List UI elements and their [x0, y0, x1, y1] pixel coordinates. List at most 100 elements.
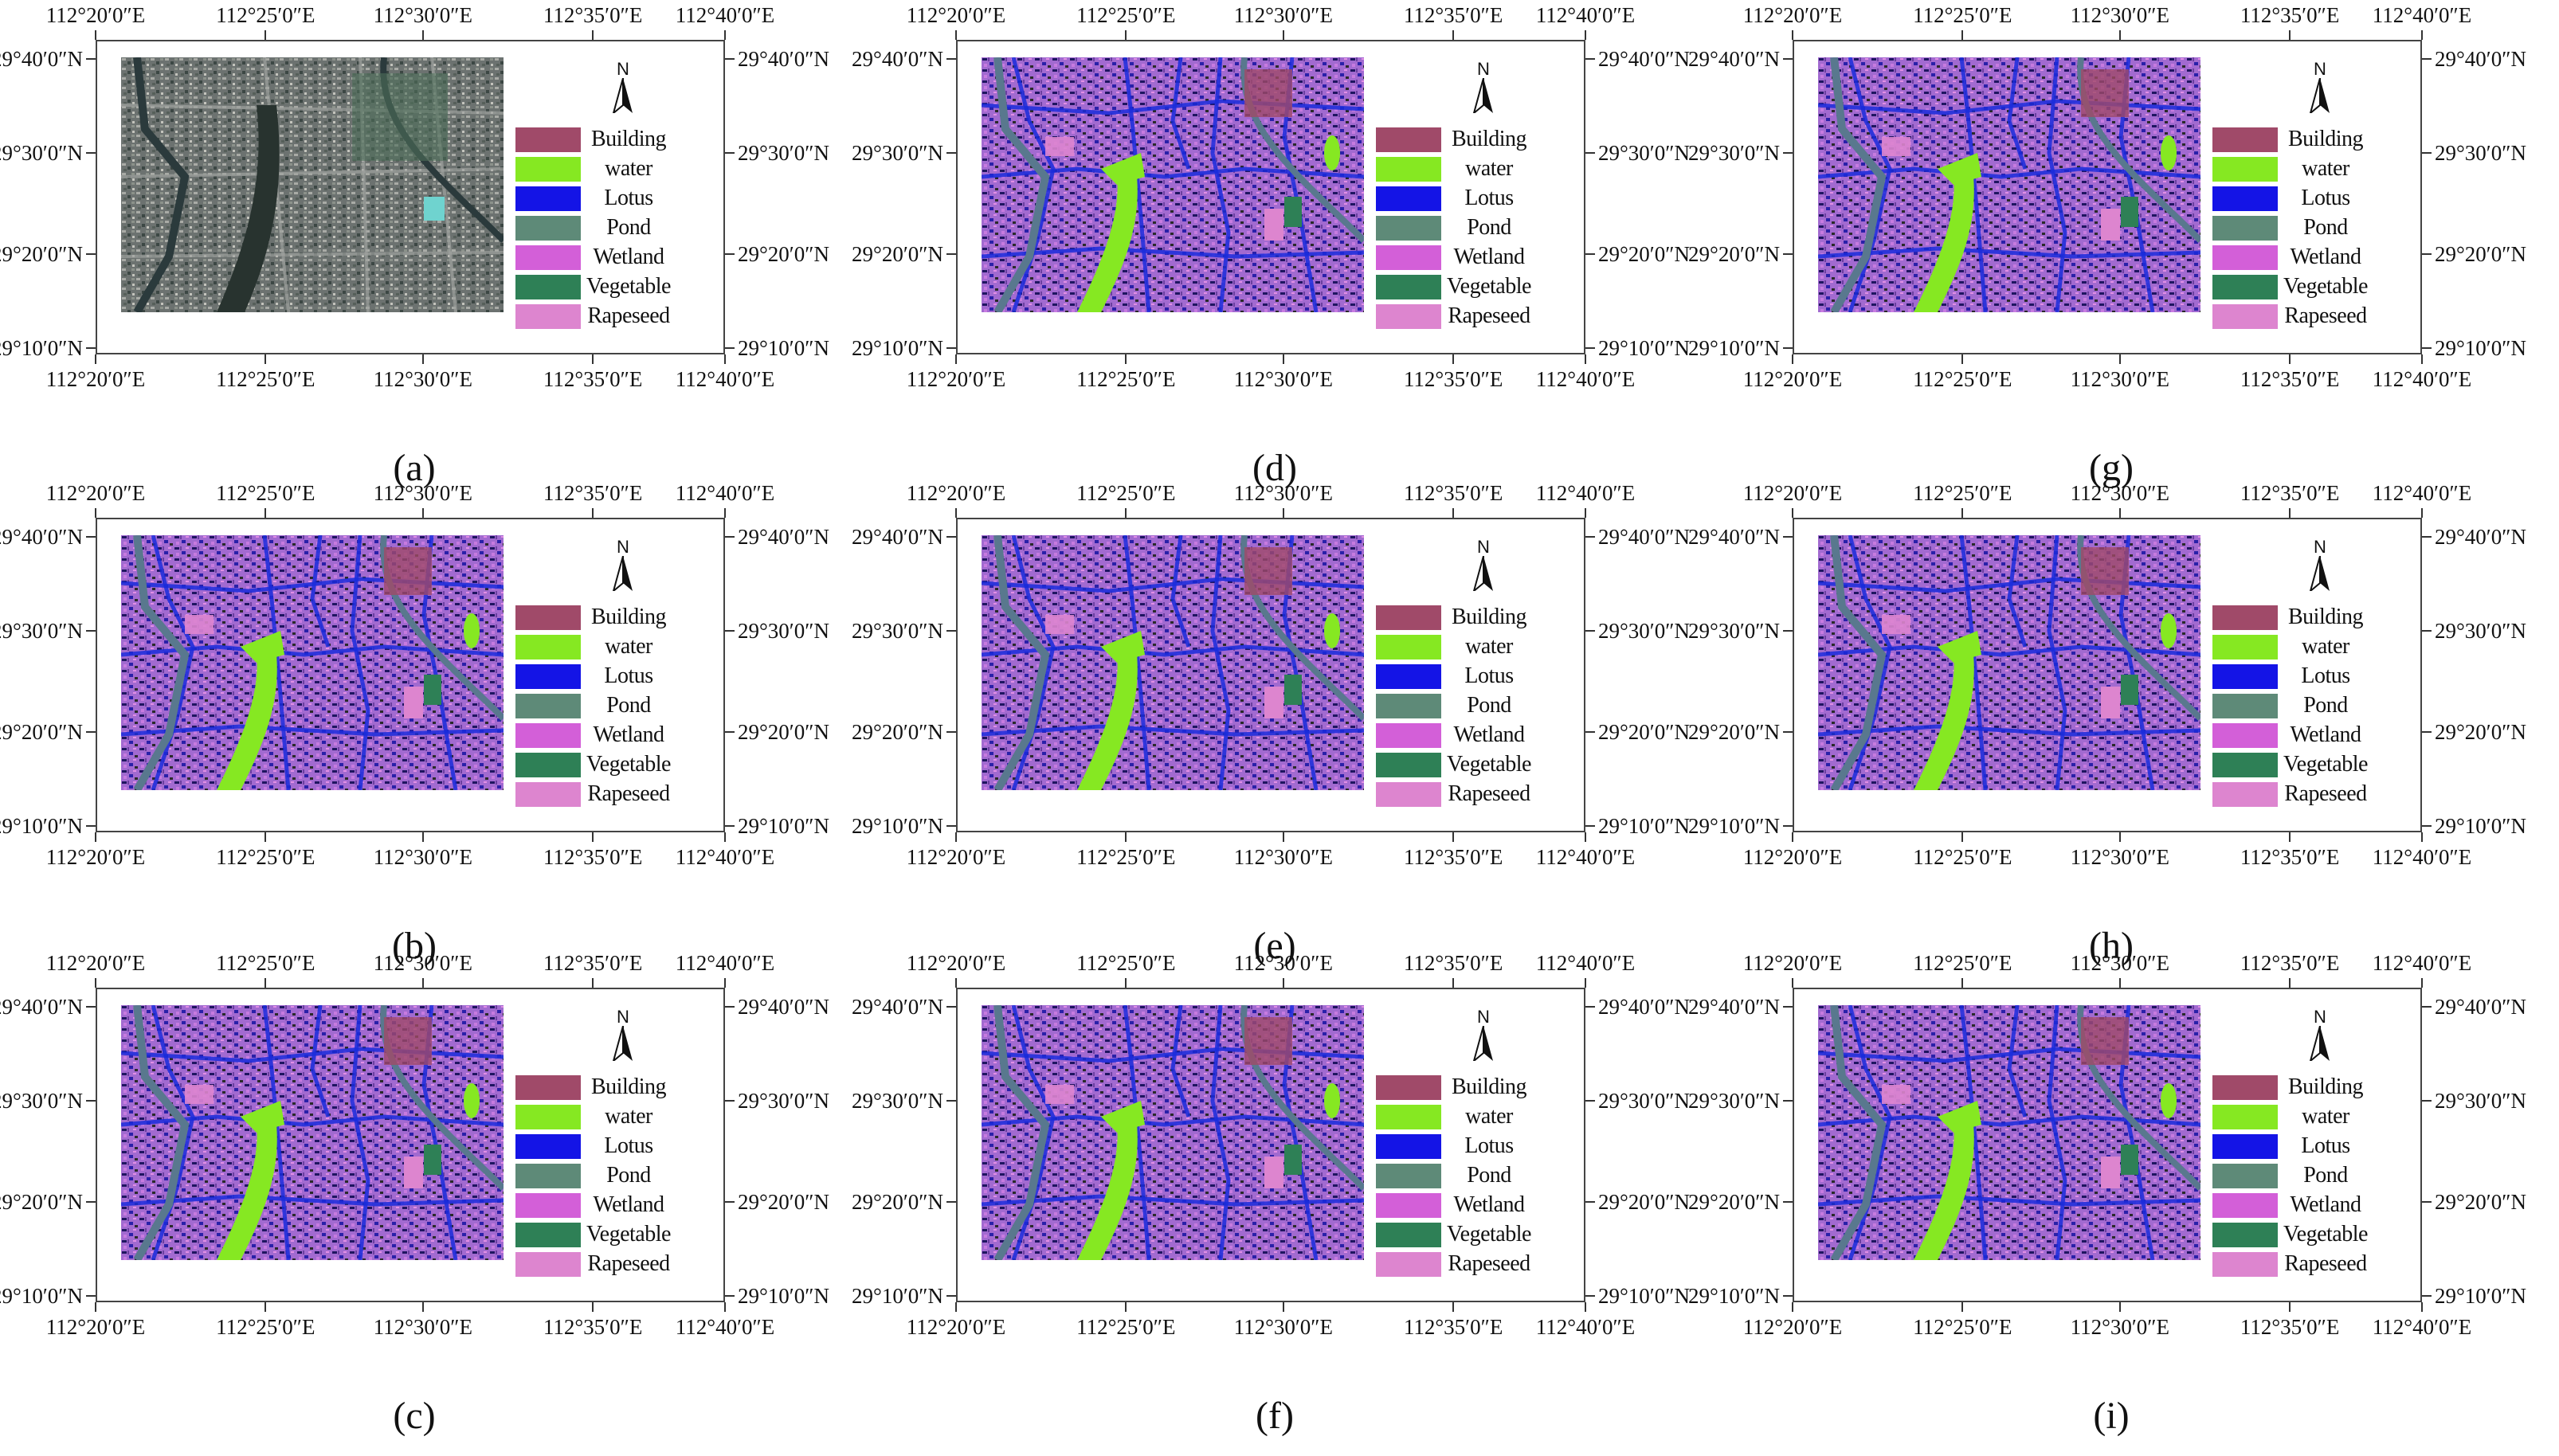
latitude-tick	[725, 57, 735, 60]
latitude-label: 29°30′0″N	[1598, 1089, 1690, 1114]
classified-raster	[1818, 57, 2200, 312]
longitude-label: 112°25′0″E	[1913, 1315, 2012, 1339]
latitude-tick	[1585, 252, 1595, 255]
legend-swatch	[515, 127, 581, 152]
latitude-tick	[86, 825, 96, 828]
legend-swatch	[2212, 1252, 2278, 1277]
legend-swatch	[1376, 1134, 1441, 1159]
longitude-label: 112°30′0″E	[2070, 1315, 2170, 1339]
latitude-tick	[2422, 630, 2432, 632]
latitude-label: 29°10′0″N	[1598, 1284, 1690, 1309]
latitude-tick	[946, 535, 956, 538]
legend: Building water Lotus Pond Wetland Vegetable Ra…	[1376, 1073, 1535, 1279]
north-arrow-icon	[2309, 1026, 2330, 1061]
longitude-tick	[724, 354, 726, 364]
classification-map	[1818, 535, 2200, 790]
map-panel: 112°20′0″E 112°20′0″E 112°25′0″E 112°25′0″E…	[1688, 3, 2526, 494]
longitude-tick	[1282, 1302, 1284, 1312]
legend-label: Building	[1451, 127, 1527, 151]
legend-label: Wetland	[593, 1192, 664, 1217]
legend-label: Rapeseed	[2284, 781, 2367, 806]
legend-label: Building	[1451, 605, 1527, 629]
legend-label: Building	[1451, 1074, 1527, 1099]
map-frame: N Building water Lotus Pond Wetland Vegetable R…	[1793, 40, 2422, 354]
legend-swatch	[1376, 304, 1441, 329]
legend-label: Vegetable	[1447, 752, 1531, 777]
latitude-label: 29°10′0″N	[0, 1284, 83, 1309]
classification-map	[982, 1005, 1364, 1260]
legend-swatch	[515, 1105, 581, 1129]
satellite-raster	[121, 57, 504, 312]
longitude-tick	[955, 508, 957, 518]
longitude-tick	[955, 1302, 957, 1312]
latitude-label: 29°10′0″N	[738, 814, 829, 839]
legend-swatch	[515, 1134, 581, 1159]
latitude-label: 29°10′0″N	[1598, 814, 1690, 839]
longitude-tick	[592, 1302, 594, 1312]
north-arrow-icon	[2309, 556, 2330, 591]
legend-item: Lotus	[515, 1132, 675, 1161]
latitude-tick	[946, 1100, 956, 1102]
latitude-tick	[1585, 152, 1595, 155]
latitude-label: 29°20′0″N	[0, 241, 83, 266]
legend-label: Lotus	[604, 663, 653, 688]
longitude-label: 112°20′0″E	[1742, 951, 1843, 975]
latitude-tick	[2422, 1200, 2432, 1203]
legend-label: Vegetable	[2283, 1222, 2368, 1247]
longitude-label: 112°20′0″E	[45, 481, 146, 505]
latitude-tick	[1783, 825, 1793, 828]
longitude-label: 112°40′0″E	[675, 951, 775, 975]
legend-item: Pond	[2212, 691, 2372, 721]
longitude-label: 112°35′0″E	[2240, 845, 2340, 869]
legend-label: Vegetable	[1447, 1222, 1531, 1247]
legend-swatch	[1376, 157, 1441, 182]
legend-swatch	[1376, 1193, 1441, 1218]
latitude-label: 29°20′0″N	[852, 241, 943, 266]
latitude-label: 29°10′0″N	[1688, 814, 1780, 839]
longitude-tick	[421, 354, 424, 364]
legend-item: Building	[515, 125, 675, 155]
legend-item: Vegetable	[515, 750, 675, 780]
longitude-tick	[265, 508, 267, 518]
legend-label: Building	[590, 127, 667, 151]
legend-item: Wetland	[2212, 721, 2372, 750]
north-label: N	[617, 537, 629, 557]
longitude-label: 112°35′0″E	[1403, 3, 1503, 27]
longitude-label: 112°40′0″E	[2372, 3, 2472, 27]
longitude-tick	[2289, 832, 2291, 842]
latitude-label: 29°30′0″N	[738, 141, 829, 166]
latitude-tick	[946, 347, 956, 350]
latitude-tick	[725, 252, 735, 255]
legend-label: Vegetable	[1447, 274, 1531, 299]
latitude-label: 29°10′0″N	[2435, 814, 2526, 839]
longitude-label: 112°35′0″E	[543, 1315, 643, 1339]
longitude-label: 112°40′0″E	[675, 1315, 775, 1339]
legend-swatch	[1376, 1105, 1441, 1129]
longitude-tick	[2421, 508, 2423, 518]
longitude-label: 112°25′0″E	[1076, 367, 1176, 391]
latitude-tick	[86, 347, 96, 350]
longitude-tick	[1585, 508, 1586, 518]
longitude-tick	[724, 30, 726, 40]
legend-label: Wetland	[2290, 245, 2361, 269]
longitude-label: 112°25′0″E	[1913, 3, 2012, 27]
longitude-tick	[1282, 508, 1284, 518]
latitude-label: 29°10′0″N	[0, 336, 83, 361]
latitude-label: 29°10′0″N	[738, 336, 829, 361]
panel-caption: (b)	[392, 925, 437, 967]
latitude-tick	[86, 535, 96, 538]
longitude-tick	[1452, 832, 1455, 842]
latitude-label: 29°20′0″N	[2435, 241, 2526, 266]
longitude-tick	[955, 30, 957, 40]
map-panel: 112°20′0″E 112°20′0″E 112°25′0″E 112°25′0″E…	[0, 481, 829, 972]
latitude-tick	[946, 825, 956, 828]
latitude-label: 29°20′0″N	[1598, 241, 1690, 266]
longitude-label: 112°20′0″E	[906, 951, 1006, 975]
longitude-tick	[1282, 30, 1284, 40]
longitude-tick	[95, 508, 96, 518]
legend-swatch	[1376, 635, 1441, 660]
latitude-tick	[1783, 347, 1793, 350]
classification-map	[1818, 1005, 2200, 1260]
north-arrow-icon	[612, 1026, 633, 1061]
classified-raster	[982, 1005, 1364, 1260]
